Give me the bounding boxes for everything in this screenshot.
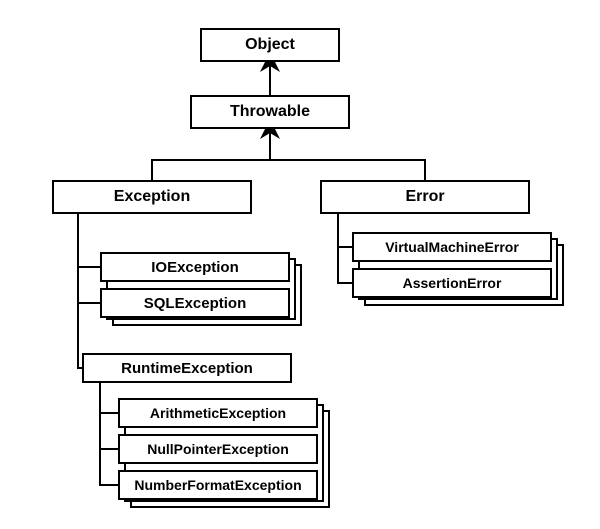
node-object: Object	[200, 28, 340, 62]
node-assertionerror: AssertionError	[352, 268, 552, 298]
node-sqlexception: SQLException	[100, 288, 290, 318]
exception-hierarchy-diagram: Object Throwable Exception Error IOExcep…	[0, 0, 600, 529]
node-exception: Exception	[52, 180, 252, 214]
node-label: NumberFormatException	[134, 477, 301, 493]
node-label: RuntimeException	[121, 360, 253, 377]
node-runtimeexception: RuntimeException	[82, 353, 292, 383]
node-label: AssertionError	[403, 275, 502, 291]
node-label: Object	[245, 36, 295, 54]
node-numberformatexception: NumberFormatException	[118, 470, 318, 500]
node-nullpointerexception: NullPointerException	[118, 434, 318, 464]
node-ioexception: IOException	[100, 252, 290, 282]
node-label: ArithmeticException	[150, 405, 286, 421]
node-throwable: Throwable	[190, 95, 350, 129]
node-label: VirtualMachineError	[385, 239, 519, 255]
node-label: Throwable	[230, 103, 310, 121]
node-label: Error	[405, 188, 444, 206]
node-virtualmachineerror: VirtualMachineError	[352, 232, 552, 262]
node-label: SQLException	[144, 295, 247, 312]
node-label: NullPointerException	[147, 441, 289, 457]
node-label: Exception	[114, 188, 190, 206]
node-error: Error	[320, 180, 530, 214]
node-label: IOException	[151, 259, 239, 276]
node-arithmeticexception: ArithmeticException	[118, 398, 318, 428]
